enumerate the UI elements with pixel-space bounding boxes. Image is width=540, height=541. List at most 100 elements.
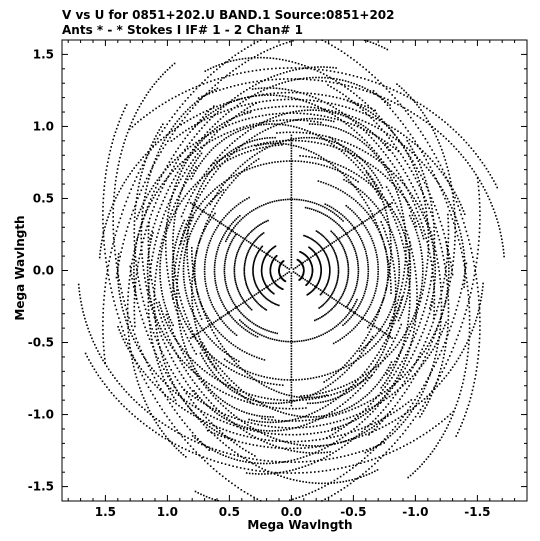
uv-point xyxy=(213,268,216,271)
uv-point xyxy=(311,491,314,493)
uv-point xyxy=(366,281,368,284)
uv-point xyxy=(235,408,238,410)
uv-point xyxy=(176,278,179,281)
uv-point xyxy=(194,125,196,127)
uv-point xyxy=(176,367,179,369)
uv-point xyxy=(233,303,236,306)
uv-point xyxy=(161,330,164,333)
uv-point xyxy=(269,462,271,465)
uv-point xyxy=(353,246,355,249)
uv-point xyxy=(241,241,244,244)
uv-point xyxy=(430,230,432,233)
uv-point xyxy=(179,310,181,312)
uv-point xyxy=(410,111,412,113)
uv-point xyxy=(187,265,189,268)
uv-point xyxy=(177,316,180,318)
uv-point xyxy=(224,307,227,309)
uv-point xyxy=(305,494,307,496)
uv-point xyxy=(354,326,357,328)
uv-point xyxy=(193,169,195,171)
uv-point xyxy=(216,388,219,390)
uv-point xyxy=(154,314,156,316)
uv-point xyxy=(323,415,325,418)
uv-point xyxy=(447,277,450,279)
uv-point xyxy=(226,422,228,424)
uv-point xyxy=(230,380,233,382)
uv-point xyxy=(319,71,322,74)
uv-point xyxy=(380,194,383,197)
uv-point xyxy=(212,198,214,200)
uv-point xyxy=(317,282,319,284)
uv-point xyxy=(316,254,318,257)
uv-point xyxy=(189,359,192,362)
uv-point xyxy=(225,285,228,287)
uv-point xyxy=(159,268,161,271)
uv-point xyxy=(343,216,346,218)
uv-point xyxy=(153,190,155,193)
uv-point xyxy=(424,356,426,358)
uv-point xyxy=(239,293,241,296)
uv-point xyxy=(157,424,159,427)
uv-point xyxy=(168,283,171,286)
uv-point xyxy=(180,312,182,315)
uv-point xyxy=(276,45,278,47)
uv-point xyxy=(357,270,360,273)
uv-point xyxy=(416,167,418,169)
uv-point xyxy=(201,443,203,446)
uv-point xyxy=(360,157,362,160)
uv-point xyxy=(267,79,270,81)
uv-point xyxy=(383,356,386,359)
uv-point xyxy=(388,422,390,425)
uv-point xyxy=(299,119,302,121)
uv-point xyxy=(296,258,299,261)
uv-point xyxy=(245,125,248,127)
uv-point xyxy=(354,478,356,480)
uv-point xyxy=(265,285,268,288)
uv-point xyxy=(337,117,339,119)
uv-point xyxy=(299,480,301,482)
uv-point xyxy=(132,338,135,340)
uv-point xyxy=(388,226,391,228)
uv-point xyxy=(412,407,415,409)
uv-point xyxy=(350,133,352,136)
uv-point xyxy=(169,287,172,290)
uv-point xyxy=(262,222,264,224)
uv-point xyxy=(352,467,354,469)
uv-point xyxy=(387,149,390,151)
uv-point xyxy=(436,180,438,182)
uv-point xyxy=(260,271,263,274)
uv-point xyxy=(408,214,411,217)
uv-point xyxy=(243,315,245,317)
uv-point xyxy=(406,364,408,366)
uv-point xyxy=(221,123,223,125)
uv-point xyxy=(302,461,304,463)
uv-point xyxy=(160,327,162,330)
uv-point xyxy=(382,142,384,144)
uv-point xyxy=(326,256,329,259)
uv-point xyxy=(336,481,339,484)
uv-point xyxy=(435,327,438,330)
uv-point xyxy=(216,156,219,159)
uv-point xyxy=(408,241,411,243)
uv-point xyxy=(394,303,396,306)
uv-point xyxy=(448,253,450,255)
uv-point xyxy=(449,280,451,283)
uv-point xyxy=(238,154,240,156)
uv-point xyxy=(141,222,143,224)
uv-point xyxy=(358,134,361,136)
uv-point xyxy=(264,433,266,436)
uv-point xyxy=(327,281,329,284)
uv-point xyxy=(177,354,179,357)
uv-point xyxy=(371,430,374,433)
uv-point xyxy=(132,282,134,284)
uv-point xyxy=(187,178,189,181)
uv-point xyxy=(358,148,361,150)
uv-point xyxy=(271,248,273,250)
uv-point xyxy=(293,400,296,402)
uv-point xyxy=(323,302,326,305)
uv-point xyxy=(492,208,495,210)
uv-point xyxy=(256,458,258,461)
uv-point xyxy=(342,114,345,117)
uv-point xyxy=(251,321,253,324)
uv-point xyxy=(168,280,170,282)
